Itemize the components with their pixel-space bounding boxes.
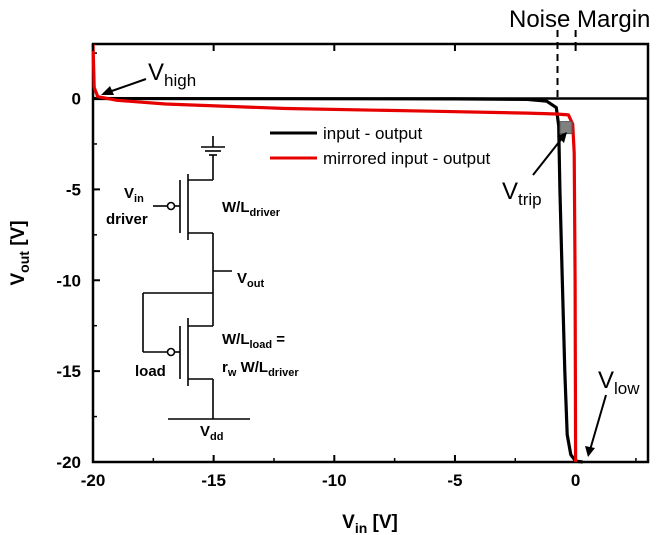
y-tick-label: 0 — [72, 90, 81, 109]
plot-frame — [91, 42, 650, 464]
annotation-vhigh-arrowhead — [101, 86, 114, 95]
x-axis-title: Vin [V] — [342, 512, 398, 535]
x-tick-marks — [92, 455, 637, 462]
trip-point-marker — [559, 121, 573, 135]
driver-transistor — [153, 155, 214, 293]
x-tick-label: -15 — [201, 471, 226, 490]
annotation-vtrip-arrowhead — [557, 132, 567, 143]
load-transistor — [142, 292, 214, 419]
annotation-vtrip-arrow — [532, 136, 564, 176]
plot-series — [91, 43, 583, 464]
circuit-wl-driver-label: W/Ldriver — [222, 199, 281, 219]
x-tick-labels: -20 -15 -10 -5 0 — [81, 471, 581, 490]
y-tick-label: -20 — [56, 453, 81, 472]
circuit-vout-label: Vout — [237, 270, 264, 290]
series-line-0 — [92, 96, 583, 464]
annotation-vhigh: Vhigh — [101, 59, 196, 95]
annotation-vlow-arrowhead — [585, 446, 595, 457]
x-tick-label: -10 — [322, 471, 347, 490]
circuit-load-label: load — [135, 363, 166, 380]
legend-label-mirrored: mirrored input - output — [323, 149, 491, 168]
circuit-rw-label: rw W/Ldriver — [222, 359, 299, 379]
circuit-driver-label: driver — [106, 211, 148, 228]
legend: input - output mirrored input - output — [270, 124, 491, 168]
y-tick-label: -5 — [66, 180, 81, 199]
x-tick-label: -5 — [447, 471, 462, 490]
circuit-wl-load-label: W/Lload = — [222, 331, 285, 351]
legend-label-input-output: input - output — [323, 124, 423, 143]
annotation-vtrip: Vtrip — [502, 132, 567, 209]
annotation-vhigh-label: Vhigh — [148, 59, 196, 90]
ground-symbol — [201, 136, 225, 156]
y-axis-title: Vout [V] — [8, 220, 32, 285]
annotation-vtrip-label: Vtrip — [502, 178, 542, 209]
y-tick-label: -10 — [56, 271, 81, 290]
x-tick-label: 0 — [571, 471, 580, 490]
noise-margin-label: Noise Margin — [509, 6, 650, 33]
circuit-vdd-label: Vdd — [200, 423, 223, 443]
annotation-vlow-arrow — [589, 394, 607, 451]
inverter-circuit-diagram — [142, 136, 250, 420]
circuit-vin-label: Vin — [124, 185, 144, 205]
annotation-vhigh-arrow — [105, 78, 147, 94]
y-tick-labels: 0 -5 -10 -15 -20 — [56, 90, 81, 472]
series-line-1 — [91, 43, 578, 463]
annotation-vlow-label: Vlow — [598, 367, 640, 398]
x-tick-label: -20 — [81, 471, 106, 490]
tick-marks-top — [92, 44, 577, 51]
y-tick-label: -15 — [56, 362, 81, 381]
annotation-vlow: Vlow — [585, 367, 640, 457]
